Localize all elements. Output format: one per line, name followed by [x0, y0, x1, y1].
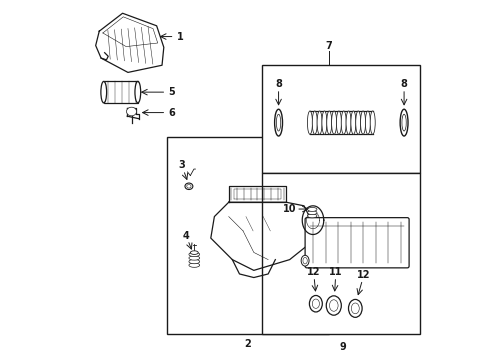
Text: 12: 12: [356, 270, 369, 280]
Ellipse shape: [188, 256, 199, 260]
Text: 9: 9: [339, 342, 346, 352]
Text: 7: 7: [325, 41, 331, 50]
Bar: [103, 81, 138, 103]
Ellipse shape: [326, 111, 331, 134]
Ellipse shape: [336, 111, 341, 134]
Text: 1: 1: [177, 32, 183, 41]
Bar: [262, 65, 419, 173]
Ellipse shape: [188, 260, 199, 264]
Ellipse shape: [126, 107, 136, 116]
Text: 6: 6: [168, 108, 175, 118]
Ellipse shape: [331, 111, 336, 134]
Ellipse shape: [309, 296, 322, 312]
Ellipse shape: [401, 114, 406, 131]
Ellipse shape: [348, 300, 362, 318]
Ellipse shape: [190, 251, 198, 255]
Ellipse shape: [184, 183, 192, 189]
Text: 12: 12: [306, 267, 320, 277]
Ellipse shape: [355, 111, 360, 134]
Text: 8: 8: [400, 79, 407, 89]
Ellipse shape: [321, 111, 326, 134]
Ellipse shape: [312, 111, 317, 134]
Ellipse shape: [350, 111, 355, 134]
Ellipse shape: [329, 300, 337, 311]
Text: 5: 5: [168, 87, 175, 97]
Ellipse shape: [341, 111, 346, 134]
Ellipse shape: [101, 81, 106, 103]
Ellipse shape: [274, 109, 282, 136]
Ellipse shape: [188, 263, 199, 267]
Ellipse shape: [307, 111, 312, 134]
Ellipse shape: [307, 214, 316, 218]
Ellipse shape: [346, 111, 350, 134]
Text: 8: 8: [275, 79, 282, 89]
FancyBboxPatch shape: [305, 218, 408, 268]
Ellipse shape: [312, 299, 319, 309]
Ellipse shape: [303, 257, 306, 264]
Ellipse shape: [276, 114, 280, 131]
Text: 11: 11: [328, 267, 342, 277]
Ellipse shape: [307, 207, 316, 211]
Ellipse shape: [316, 111, 322, 134]
Ellipse shape: [325, 296, 341, 315]
Bar: [262, 173, 419, 334]
Ellipse shape: [360, 111, 365, 134]
Ellipse shape: [188, 252, 199, 257]
Text: 4: 4: [183, 231, 189, 241]
Ellipse shape: [307, 211, 316, 215]
Ellipse shape: [351, 303, 359, 314]
Ellipse shape: [399, 109, 407, 136]
Text: 2: 2: [244, 339, 251, 349]
Text: 10: 10: [283, 204, 296, 214]
Ellipse shape: [186, 184, 191, 188]
Ellipse shape: [135, 81, 141, 103]
Bar: [167, 137, 328, 334]
Ellipse shape: [365, 111, 369, 134]
Ellipse shape: [369, 111, 374, 134]
Ellipse shape: [301, 255, 308, 266]
Text: 3: 3: [178, 161, 185, 171]
